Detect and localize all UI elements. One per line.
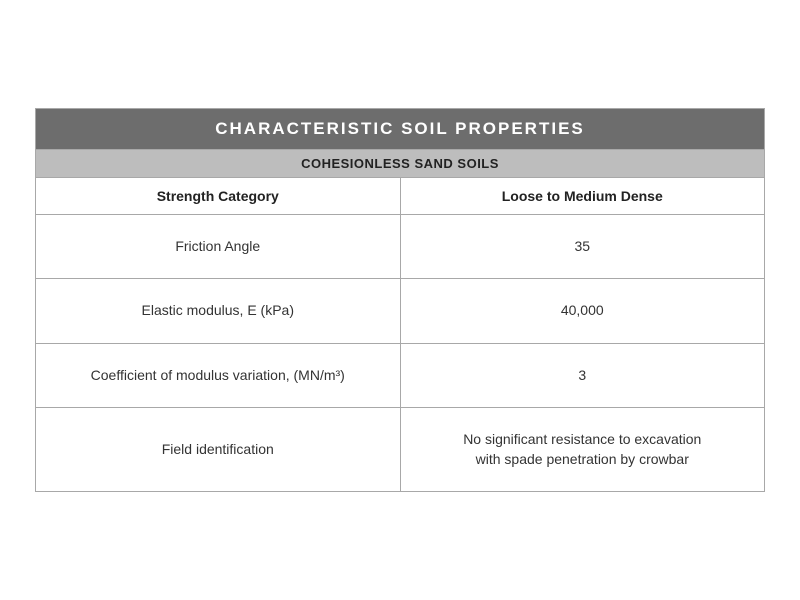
table-header-row: Strength Category Loose to Medium Dense [36, 177, 765, 214]
row-value: 40,000 [400, 279, 765, 344]
row-value: 3 [400, 343, 765, 408]
column-header-left: Strength Category [36, 177, 401, 214]
table-row: Elastic modulus, E (kPa) 40,000 [36, 279, 765, 344]
table-title: CHARACTERISTIC SOIL PROPERTIES [36, 108, 765, 149]
row-label: Coefficient of modulus variation, (MN/m³… [36, 343, 401, 408]
table-row: Coefficient of modulus variation, (MN/m³… [36, 343, 765, 408]
column-header-right: Loose to Medium Dense [400, 177, 765, 214]
table-subtitle: COHESIONLESS SAND SOILS [36, 149, 765, 177]
table-subtitle-row: COHESIONLESS SAND SOILS [36, 149, 765, 177]
row-label: Elastic modulus, E (kPa) [36, 279, 401, 344]
row-value: 35 [400, 214, 765, 279]
row-value: No significant resistance to excavation … [400, 408, 765, 492]
row-label: Friction Angle [36, 214, 401, 279]
table-row: Friction Angle 35 [36, 214, 765, 279]
table-title-row: CHARACTERISTIC SOIL PROPERTIES [36, 108, 765, 149]
table-row: Field identification No significant resi… [36, 408, 765, 492]
soil-properties-table: CHARACTERISTIC SOIL PROPERTIES COHESIONL… [35, 108, 765, 493]
row-label: Field identification [36, 408, 401, 492]
